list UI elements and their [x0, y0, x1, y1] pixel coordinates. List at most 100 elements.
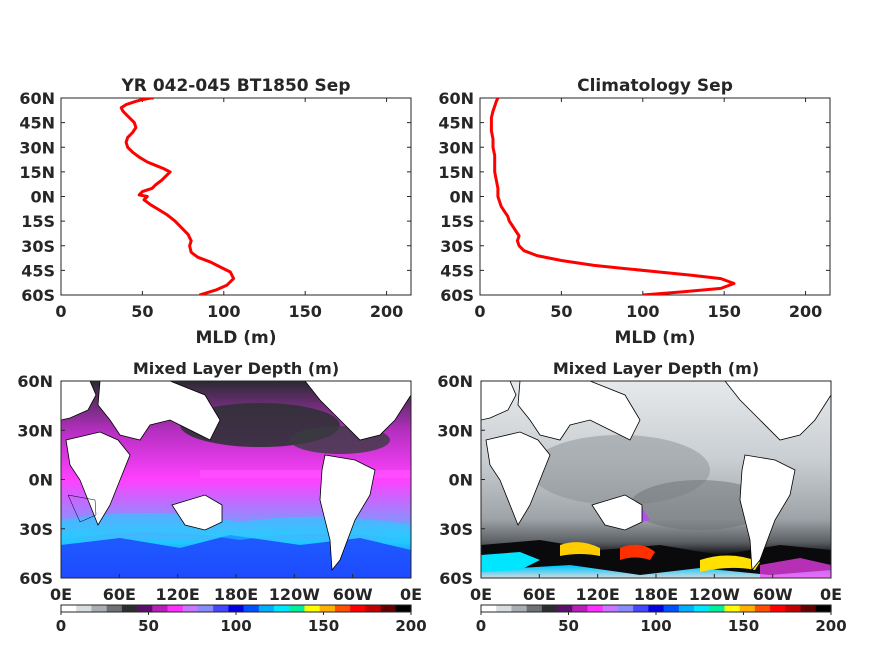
- map-y-tick-label: 30S: [19, 520, 53, 539]
- y-tick-label: 45N: [19, 114, 55, 133]
- x-tick-label: 50: [550, 302, 572, 321]
- x-ticks-model: 0 50 100 150 200: [55, 98, 403, 321]
- colorbar-segment: [304, 605, 321, 612]
- colorbar-segment: [511, 605, 528, 612]
- colorbar-segment: [274, 605, 290, 612]
- map-x-tick-label: 120W: [269, 585, 320, 604]
- map-x-tick-label: 60E: [523, 585, 556, 604]
- colorbar-segment: [709, 605, 726, 612]
- colorbar-segment: [526, 605, 543, 612]
- map-x-tick-label: 0E: [470, 585, 492, 604]
- map-x-tick-label: 120W: [689, 585, 740, 604]
- y-tick-label: 15N: [438, 163, 474, 182]
- colorbar-segment: [754, 605, 771, 612]
- map-x-tick-label: 180E: [634, 585, 678, 604]
- colorbar-tick-label: 50: [138, 617, 159, 635]
- y-tick-label: 60N: [19, 89, 55, 108]
- map-x-tick-label: 180E: [214, 585, 258, 604]
- colorbar-segment: [557, 605, 573, 612]
- x-tick-label: 0: [474, 302, 485, 321]
- x-tick-label: 50: [131, 302, 153, 321]
- colorbar-segment: [121, 605, 138, 612]
- colorbar-segment: [617, 605, 634, 612]
- colorbar-segment: [572, 605, 589, 612]
- x-tick-label: 150: [288, 302, 321, 321]
- mld-curve-model: [119, 98, 236, 295]
- colorbar-segment: [319, 605, 336, 612]
- plot-title-climatology: Climatology Sep: [577, 76, 733, 96]
- colorbar-segment: [648, 605, 665, 612]
- y-tick-label: 60S: [440, 286, 474, 305]
- colorbar-tick-label: 50: [558, 617, 579, 635]
- colorbar-segment: [91, 605, 108, 612]
- map-climatology: Mixed Layer Depth (m) 0E 60E 120E 180E 1: [437, 359, 846, 635]
- colorbar-segment: [182, 605, 199, 612]
- colorbar-segment: [243, 605, 260, 612]
- x-axis-label-model: MLD (m): [195, 328, 276, 348]
- colorbar-segment: [496, 605, 513, 612]
- map-y-tick-label: 0N: [28, 471, 53, 490]
- colorbar-tick-label: 0: [476, 617, 486, 635]
- colorbar-segment: [678, 605, 695, 612]
- colorbar-segment: [694, 605, 710, 612]
- y-ticks-model: 60N 45N 30N 15N 0N 15S 30S 45S 60S: [19, 89, 411, 305]
- colorbar-model: 0 50 100 150 200: [56, 604, 427, 635]
- colorbar-segment: [365, 605, 382, 612]
- y-tick-label: 15N: [19, 163, 55, 182]
- colorbar-segment: [289, 605, 306, 612]
- colorbar-segment: [76, 605, 93, 612]
- y-tick-label: 45S: [21, 261, 55, 280]
- colorbar-segment: [587, 605, 604, 612]
- map-y-tick-label: 60N: [437, 372, 473, 391]
- y-tick-label: 15S: [440, 212, 474, 231]
- map-y-tick-label: 60N: [17, 372, 53, 391]
- x-tick-label: 150: [707, 302, 740, 321]
- map-y-tick-label: 30S: [439, 520, 473, 539]
- map-field-climatology: [481, 381, 831, 578]
- map-title-climatology: Mixed Layer Depth (m): [553, 359, 759, 378]
- colorbar-tick-label: 200: [815, 617, 846, 635]
- x-tick-label: 100: [626, 302, 659, 321]
- map-y-ticks-model: 60N 30N 0N 30S 60S: [17, 372, 65, 588]
- y-tick-label: 45N: [438, 114, 474, 133]
- y-tick-label: 30N: [438, 138, 474, 157]
- continents-model: [61, 381, 411, 572]
- colorbar-segment: [213, 605, 229, 612]
- colorbar-segment: [739, 605, 756, 612]
- plot-frame-climatology: [479, 97, 831, 296]
- colorbar-segment: [815, 605, 832, 612]
- colorbar-segment: [395, 605, 412, 612]
- x-ticks-climatology: 0 50 100 150 200: [474, 98, 822, 321]
- mld-curve-climatology: [489, 98, 736, 295]
- y-tick-label: 60S: [21, 286, 55, 305]
- map-x-ticks-climatology: 0E 60E 120E 180E 120W 60W 0E: [470, 574, 842, 604]
- colorbar-tick-label: 150: [728, 617, 759, 635]
- colorbar-tick-label: 100: [220, 617, 251, 635]
- colorbar-tick-label: 200: [395, 617, 426, 635]
- colorbar-segment: [106, 605, 123, 612]
- map-x-tick-label: 120E: [156, 585, 200, 604]
- colorbar-segment: [481, 605, 497, 612]
- x-tick-label: 0: [55, 302, 66, 321]
- x-axis-label-climatology: MLD (m): [614, 328, 695, 348]
- colorbar-segment: [258, 605, 275, 612]
- map-x-tick-label: 0E: [820, 585, 842, 604]
- x-tick-label: 100: [207, 302, 240, 321]
- colorbar-segment: [602, 605, 619, 612]
- map-y-tick-label: 0N: [448, 471, 473, 490]
- plot-frame-model: [60, 97, 412, 296]
- y-tick-label: 30S: [21, 237, 55, 256]
- map-x-tick-label: 60W: [753, 585, 793, 604]
- colorbar-segment: [350, 605, 366, 612]
- map-model: Mixed Layer Depth (m) 0E 60E 120E 180: [17, 359, 426, 635]
- y-tick-label: 0N: [30, 188, 55, 207]
- colorbar-climatology: 0 50 100 150 200: [476, 604, 847, 635]
- colorbar-segment: [541, 605, 558, 612]
- map-x-tick-label: 120E: [576, 585, 620, 604]
- colorbar-tick-label: 100: [640, 617, 671, 635]
- colorbar-segment: [663, 605, 680, 612]
- line-plot-climatology: Climatology Sep 0 50 100 150 200 60N 45N 30N 15…: [438, 76, 831, 348]
- map-x-tick-label: 60E: [103, 585, 136, 604]
- colorbar-segment: [633, 605, 649, 612]
- colorbar-segment: [137, 605, 153, 612]
